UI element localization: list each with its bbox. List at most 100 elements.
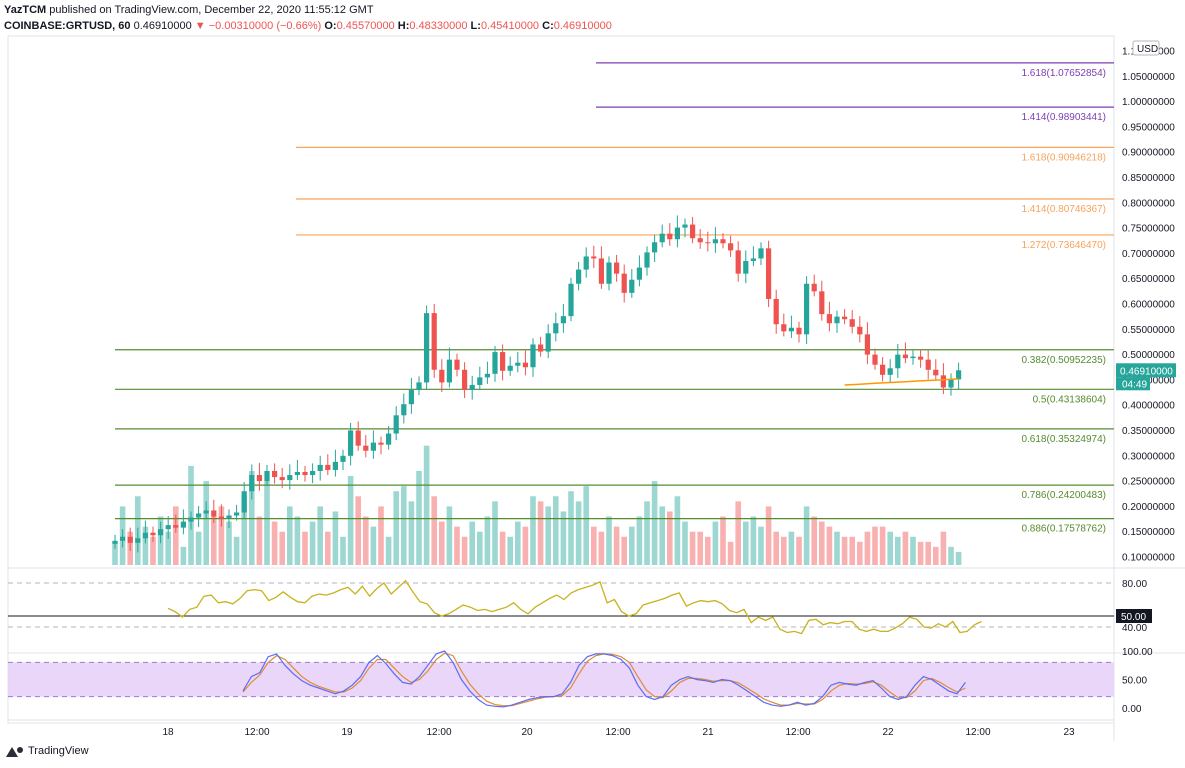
- candle-body: [294, 471, 300, 476]
- candle-body: [849, 319, 855, 327]
- volume-bar: [849, 536, 855, 565]
- volume-bar: [895, 536, 901, 565]
- price-tick-label: 0.40000000: [1122, 401, 1175, 412]
- volume-bar: [750, 516, 757, 565]
- volume-bar: [142, 526, 149, 565]
- candle-body: [682, 224, 688, 228]
- symbol-name[interactable]: COINBASE:GRTUSD, 60: [4, 20, 131, 32]
- candle-body: [614, 262, 620, 274]
- volume-bar: [431, 496, 437, 565]
- volume-bar: [302, 531, 308, 565]
- price-tick-label: 0.20000000: [1122, 502, 1175, 513]
- candle-body: [735, 250, 741, 274]
- stoch-band: [8, 662, 1114, 697]
- volume-bar: [727, 541, 734, 565]
- stoch-axis-label: 50.00: [1122, 676, 1147, 687]
- candle-body: [431, 313, 437, 370]
- symbol-line: COINBASE:GRTUSD, 60 0.46910000 ▼ −0.0031…: [4, 18, 1174, 34]
- volume-bar: [674, 496, 681, 565]
- volume-bar: [940, 531, 947, 565]
- candle-body: [120, 536, 126, 541]
- volume-bar: [735, 501, 741, 565]
- candle-body: [530, 344, 536, 368]
- candle-body: [705, 242, 711, 244]
- candle-body: [264, 470, 270, 482]
- candle-body: [355, 430, 361, 446]
- volume-bar: [287, 506, 293, 565]
- stoch-axis-label: 0.00: [1122, 704, 1142, 715]
- candle-body: [773, 298, 779, 325]
- volume-bar: [165, 531, 171, 565]
- volume-bar: [644, 501, 650, 565]
- time-axis-label: 18: [162, 727, 174, 738]
- volume-bar: [705, 536, 711, 565]
- volume-bar: [606, 516, 612, 565]
- volume-bar: [150, 536, 156, 565]
- tradingview-logo[interactable]: TradingView: [6, 745, 89, 757]
- candle-body: [325, 464, 331, 470]
- candle-body: [370, 442, 376, 451]
- candle-body: [188, 517, 194, 522]
- logo-text: TradingView: [28, 745, 89, 757]
- candle-body: [667, 233, 673, 240]
- volume-bar: [378, 506, 384, 565]
- tradingview-logo-icon: [6, 747, 23, 757]
- candle-body: [439, 369, 445, 383]
- volume-bar: [203, 481, 209, 565]
- candle-body: [522, 362, 528, 368]
- volume-bar: [621, 536, 627, 565]
- volume-bar: [545, 506, 551, 565]
- candle-body: [576, 269, 582, 284]
- time-axis-label: 12:00: [785, 727, 810, 738]
- volume-bar: [180, 546, 187, 565]
- time-axis-label: 12:00: [426, 727, 451, 738]
- rsi-current-badge: [1116, 609, 1152, 623]
- candle-body: [644, 252, 650, 268]
- currency-label: USD: [1137, 44, 1158, 55]
- volume-bar: [765, 506, 772, 565]
- candle-body: [598, 258, 604, 284]
- volume-bar: [484, 516, 491, 565]
- volume-bar: [264, 481, 270, 565]
- volume-bar: [477, 531, 483, 565]
- volume-bar: [211, 516, 217, 565]
- candle-body: [386, 433, 392, 445]
- candle-body: [454, 359, 460, 370]
- candle-body: [743, 260, 749, 274]
- candle-body: [788, 327, 794, 332]
- candle-body: [507, 365, 513, 371]
- candle-body: [834, 316, 840, 324]
- volume-bar: [446, 506, 453, 565]
- volume-bar: [370, 526, 377, 565]
- candle-body: [515, 362, 521, 366]
- publisher-name[interactable]: YazTCM: [4, 4, 47, 16]
- publish-info: published on TradingView.com, December 2…: [49, 4, 374, 16]
- candle-body: [659, 233, 665, 243]
- candle-body: [348, 430, 354, 456]
- candle-body: [880, 364, 886, 375]
- price-tick-label: 0.60000000: [1122, 300, 1175, 311]
- candle-body: [804, 283, 810, 335]
- volume-bar: [682, 521, 688, 565]
- close-label: C:: [542, 20, 554, 32]
- volume-bar: [385, 536, 392, 565]
- volume-bar: [803, 506, 810, 565]
- volume-bar: [811, 516, 817, 565]
- volume-bar: [332, 511, 339, 565]
- volume-bar: [887, 531, 893, 565]
- volume-bar: [317, 506, 323, 565]
- publish-line: YazTCM published on TradingView.com, Dec…: [4, 2, 1174, 18]
- volume-bar: [469, 521, 475, 565]
- price-tick-label: 0.75000000: [1122, 224, 1175, 235]
- candle-body: [500, 352, 506, 371]
- candle-body: [636, 267, 642, 280]
- time-axis-label: 12:00: [605, 727, 630, 738]
- volume-bar: [720, 516, 726, 565]
- volume-bar: [902, 531, 909, 565]
- candle-body: [918, 356, 924, 360]
- low-value: 0.45410000: [480, 20, 540, 32]
- volume-bar: [363, 516, 369, 565]
- candle-body: [591, 256, 597, 259]
- candle-body: [462, 369, 468, 391]
